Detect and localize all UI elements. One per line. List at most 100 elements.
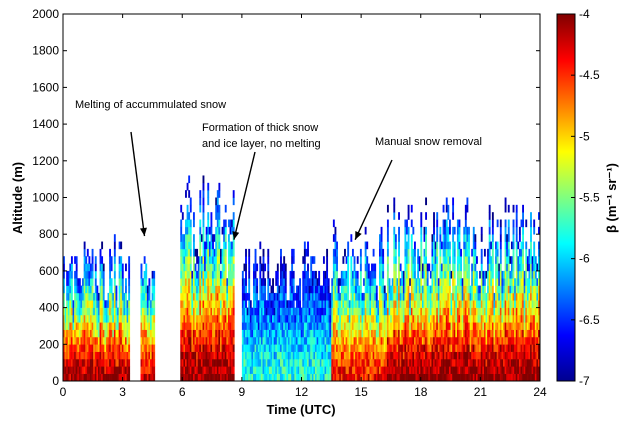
heatmap-cell	[199, 248, 202, 257]
heatmap-cell	[334, 292, 337, 301]
heatmap-cell	[205, 351, 208, 360]
heatmap-cell	[528, 351, 531, 360]
heatmap-cell	[189, 204, 192, 213]
heatmap-cell	[264, 329, 267, 338]
heatmap-cell	[303, 292, 306, 301]
heatmap-cell	[241, 344, 244, 352]
heatmap-cell	[63, 314, 65, 323]
heatmap-cell	[109, 270, 111, 279]
heatmap-cell	[64, 336, 67, 345]
heatmap-cell	[215, 366, 218, 374]
heatmap-cell	[499, 234, 502, 242]
heatmap-cell	[495, 351, 497, 360]
heatmap-cell	[221, 292, 224, 301]
heatmap-cell	[185, 270, 187, 279]
heatmap-cell	[507, 344, 510, 352]
heatmap-cell	[436, 234, 439, 242]
heatmap-cell	[493, 336, 496, 345]
heatmap-cell	[188, 248, 191, 257]
heatmap-cell	[94, 351, 97, 360]
heatmap-cell	[69, 263, 72, 272]
heatmap-cell	[377, 351, 380, 360]
heatmap-cell	[496, 314, 499, 323]
heatmap-cell	[433, 219, 435, 228]
heatmap-cell	[477, 285, 480, 294]
heatmap-cell	[326, 256, 329, 264]
heatmap-cell	[202, 322, 205, 330]
heatmap-cell	[506, 322, 509, 330]
heatmap-cell	[283, 300, 286, 308]
heatmap-cell	[204, 351, 206, 360]
heatmap-cell	[471, 344, 474, 352]
heatmap-cell	[245, 366, 247, 374]
heatmap-cell	[437, 314, 440, 323]
heatmap-cell	[472, 373, 475, 381]
heatmap-cell	[530, 300, 532, 308]
heatmap-cell	[530, 212, 532, 220]
heatmap-cell	[515, 300, 518, 308]
heatmap-cell	[74, 307, 77, 316]
heatmap-cell	[388, 278, 391, 286]
heatmap-cell	[415, 373, 418, 381]
heatmap-cell	[375, 307, 378, 316]
heatmap-cell	[361, 292, 364, 301]
heatmap-cell	[82, 358, 84, 367]
heatmap-cell	[474, 241, 477, 250]
heatmap-cell	[431, 285, 434, 294]
heatmap-cell	[110, 373, 113, 381]
heatmap-cell	[410, 285, 413, 294]
heatmap-cell	[192, 366, 195, 374]
heatmap-cell	[350, 234, 353, 242]
heatmap-cell	[344, 344, 346, 352]
heatmap-cell	[369, 329, 372, 338]
heatmap-cell	[264, 358, 267, 367]
heatmap-cell	[245, 336, 247, 345]
heatmap-cell	[536, 278, 539, 286]
heatmap-cell	[404, 366, 407, 374]
heatmap-cell	[281, 263, 284, 272]
heatmap-cell	[125, 329, 127, 338]
heatmap-cell	[254, 256, 257, 264]
heatmap-cell	[80, 358, 83, 367]
heatmap-cell	[226, 314, 229, 323]
heatmap-cell	[339, 307, 342, 316]
heatmap-cell	[361, 314, 364, 323]
heatmap-cell	[64, 307, 67, 316]
heatmap-cell	[336, 322, 338, 330]
heatmap-cell	[259, 300, 262, 308]
heatmap-cell	[417, 336, 420, 345]
heatmap-cell	[507, 219, 510, 228]
heatmap-cell	[113, 292, 116, 301]
heatmap-cell	[181, 292, 184, 301]
heatmap-cell	[413, 256, 416, 264]
heatmap-cell	[70, 329, 73, 338]
heatmap-cell	[77, 300, 80, 308]
heatmap-cell	[260, 263, 263, 272]
heatmap-cell	[143, 256, 146, 264]
heatmap-cell	[425, 336, 428, 345]
heatmap-cell	[456, 307, 459, 316]
heatmap-cell	[409, 292, 412, 301]
heatmap-cell	[194, 358, 197, 367]
heatmap-cell	[310, 373, 313, 381]
heatmap-cell	[363, 314, 365, 323]
y-tick-label: 800	[39, 227, 59, 241]
heatmap-cell	[334, 314, 337, 323]
heatmap-cell	[450, 300, 453, 308]
heatmap-cell	[327, 336, 330, 345]
heatmap-cell	[109, 351, 111, 360]
heatmap-cell	[284, 285, 287, 294]
heatmap-cell	[455, 300, 458, 308]
heatmap-cell	[227, 285, 230, 294]
heatmap-cell	[272, 373, 274, 381]
heatmap-cell	[393, 226, 396, 235]
heatmap-cell	[404, 314, 407, 323]
heatmap-cell	[468, 285, 470, 294]
heatmap-cell	[113, 366, 116, 374]
heatmap-cell	[356, 329, 359, 338]
heatmap-cell	[295, 336, 298, 345]
heatmap-cell	[372, 329, 375, 338]
heatmap-cell	[391, 329, 394, 338]
heatmap-cell	[356, 300, 359, 308]
heatmap-cell	[291, 263, 294, 272]
